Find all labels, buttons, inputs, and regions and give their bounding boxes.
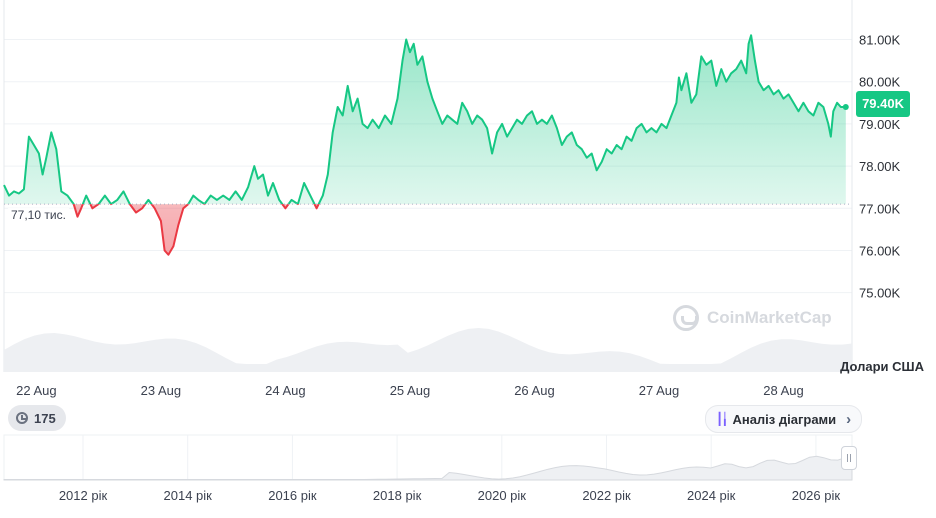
navigator-year-label: 2026 рік bbox=[792, 488, 841, 503]
candlestick-icon: ┃╽ bbox=[716, 412, 729, 426]
chart-analysis-label: Аналіз діаграми bbox=[732, 411, 837, 427]
watermark-text: CoinMarketCap bbox=[707, 308, 832, 327]
price-area-up bbox=[4, 35, 846, 205]
navigator-handle[interactable] bbox=[841, 446, 857, 470]
x-tick-label: 23 Aug bbox=[141, 383, 182, 398]
navigator-year-label: 2016 рік bbox=[268, 488, 317, 503]
x-tick-label: 22 Aug bbox=[16, 383, 57, 398]
x-tick-label: 28 Aug bbox=[763, 383, 804, 398]
x-tick-label: 27 Aug bbox=[639, 383, 680, 398]
y-tick-label: 75.00K bbox=[859, 286, 901, 301]
navigator-series bbox=[3, 453, 853, 481]
navigator-year-label: 2018 рік bbox=[373, 488, 422, 503]
currency-label: Долари США bbox=[840, 359, 924, 374]
x-tick-label: 25 Aug bbox=[390, 383, 431, 398]
chevron-right-icon: › bbox=[846, 410, 852, 428]
volume-area bbox=[4, 328, 852, 372]
y-tick-label: 77.00K bbox=[859, 201, 901, 216]
baseline-label: 77,10 тис. bbox=[8, 208, 69, 222]
current-price-dot bbox=[842, 104, 849, 111]
history-count: 175 bbox=[34, 410, 56, 426]
price-line-down bbox=[72, 204, 320, 256]
navigator-year-label: 2020 рік bbox=[478, 488, 527, 503]
coinmarketcap-watermark: CoinMarketCap bbox=[673, 303, 832, 333]
y-tick-label: 76.00K bbox=[859, 243, 901, 258]
navigator-year-label: 2012 рік bbox=[59, 488, 108, 503]
y-tick-label: 79.00K bbox=[859, 117, 901, 132]
history-icon bbox=[16, 412, 28, 424]
navigator-year-label: 2022 рік bbox=[582, 488, 631, 503]
navigator-year-label: 2014 рік bbox=[164, 488, 213, 503]
x-tick-label: 26 Aug bbox=[514, 383, 555, 398]
chart-analysis-button[interactable]: ┃╽ Аналіз діаграми › bbox=[705, 405, 863, 433]
coinmarketcap-logo-icon bbox=[673, 305, 699, 331]
y-tick-label: 81.00K bbox=[859, 33, 901, 48]
y-tick-label: 78.00K bbox=[859, 159, 901, 174]
y-tick-label: 80.00K bbox=[859, 75, 901, 90]
current-price-badge: 79.40K bbox=[856, 91, 910, 117]
history-button[interactable]: 175 bbox=[8, 405, 66, 431]
price-line-up bbox=[3, 34, 846, 205]
x-tick-label: 24 Aug bbox=[265, 383, 306, 398]
navigator-year-label: 2024 рік bbox=[687, 488, 736, 503]
